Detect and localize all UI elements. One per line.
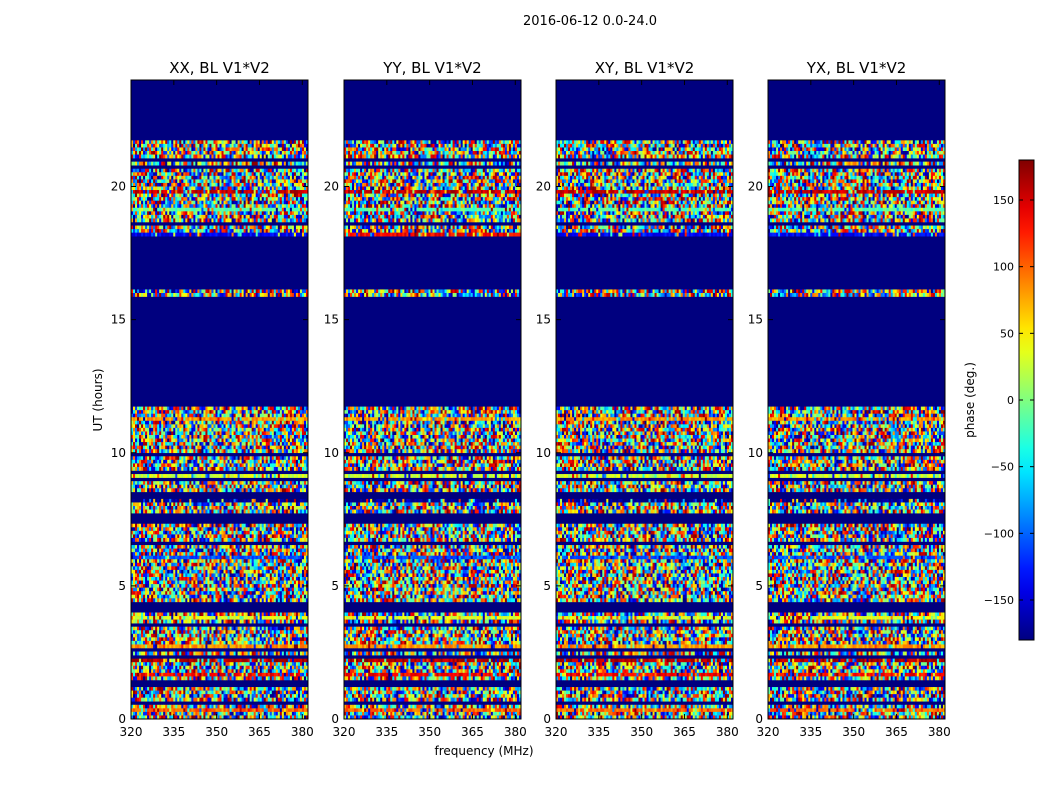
y-tick-label: 10 <box>748 446 763 460</box>
x-tick-label: 320 <box>120 725 143 739</box>
x-tick-label: 380 <box>716 725 739 739</box>
panel-title: YX, BL V1*V2 <box>806 59 907 77</box>
x-tick-label: 335 <box>799 725 822 739</box>
y-tick-label: 0 <box>543 712 551 726</box>
colorbar-tick-label: −50 <box>991 461 1014 474</box>
figure-title: 2016-06-12 0.0-24.0 <box>0 14 1050 29</box>
x-tick-label: 350 <box>630 725 653 739</box>
x-tick-label: 365 <box>248 725 271 739</box>
panel-yy: YY, BL V1*V2 320 335 350 365 380 0 5 10 15 20 <box>324 59 527 739</box>
y-tick-label: 5 <box>118 579 126 593</box>
y-tick-label: 10 <box>111 446 126 460</box>
x-tick-label: 365 <box>885 725 908 739</box>
x-tick-label: 365 <box>461 725 484 739</box>
colorbar-tick-label: 50 <box>1000 327 1014 340</box>
y-tick-label: 0 <box>118 712 126 726</box>
colorbar-tick-label: −150 <box>984 594 1014 607</box>
x-axis-label: frequency (MHz) <box>434 744 533 758</box>
y-tick-label: 20 <box>748 180 763 194</box>
x-tick-label: 350 <box>418 725 441 739</box>
panel-xx: XX, BL V1*V2 320 335 350 365 380 0 5 10 15 20 <box>111 59 314 739</box>
y-axis-label: UT (hours) <box>91 368 105 431</box>
colorbar-tick-label: 100 <box>993 261 1014 274</box>
y-tick-label: 10 <box>536 446 551 460</box>
x-tick-label: 335 <box>587 725 610 739</box>
y-tick-label: 0 <box>755 712 763 726</box>
colorbar-tick-label: −100 <box>984 527 1014 540</box>
x-tick-label: 350 <box>842 725 865 739</box>
y-tick-label: 15 <box>536 313 551 327</box>
panel-title: XX, BL V1*V2 <box>169 59 270 77</box>
colorbar-tick-label: 0 <box>1007 394 1014 407</box>
figure: XX, BL V1*V2320 335 350 365 38005101520YY, B… <box>0 0 1050 800</box>
x-tick-label: 380 <box>928 725 951 739</box>
y-tick-label: 5 <box>543 579 551 593</box>
y-tick-label: 15 <box>324 313 339 327</box>
heatmap-cells <box>556 140 733 719</box>
y-tick-label: 15 <box>111 313 126 327</box>
colorbar: −150 −100 −50 0 50 100 150 phase (deg.) <box>963 160 1034 640</box>
heatmap-cells <box>768 140 945 719</box>
y-tick-label: 10 <box>324 446 339 460</box>
panel-yx: YX, BL V1*V2 320 335 350 365 380 0 5 10 15 20 <box>748 59 951 739</box>
colorbar-tick-label: 150 <box>993 194 1014 207</box>
heatmap-cells <box>131 140 308 719</box>
x-tick-label: 380 <box>504 725 527 739</box>
x-tick-label: 350 <box>205 725 228 739</box>
x-tick-label: 320 <box>757 725 780 739</box>
panel-title: XY, BL V1*V2 <box>595 59 695 77</box>
x-tick-label: 320 <box>333 725 356 739</box>
x-tick-label: 380 <box>291 725 314 739</box>
y-tick-label: 15 <box>748 313 763 327</box>
x-tick-label: 365 <box>673 725 696 739</box>
x-tick-label: 320 <box>545 725 568 739</box>
y-tick-label: 20 <box>111 180 126 194</box>
x-tick-label: 335 <box>375 725 398 739</box>
heatmap-cells <box>344 140 521 719</box>
panel-title: YY, BL V1*V2 <box>382 59 481 77</box>
colorbar-label: phase (deg.) <box>963 362 977 438</box>
x-tick-label: 335 <box>162 725 185 739</box>
y-tick-label: 5 <box>331 579 339 593</box>
y-tick-label: 20 <box>324 180 339 194</box>
y-tick-label: 0 <box>331 712 339 726</box>
panel-xy: XY, BL V1*V2 320 335 350 365 380 0 5 10 15 20 <box>536 59 739 739</box>
y-tick-label: 20 <box>536 180 551 194</box>
y-tick-label: 5 <box>755 579 763 593</box>
